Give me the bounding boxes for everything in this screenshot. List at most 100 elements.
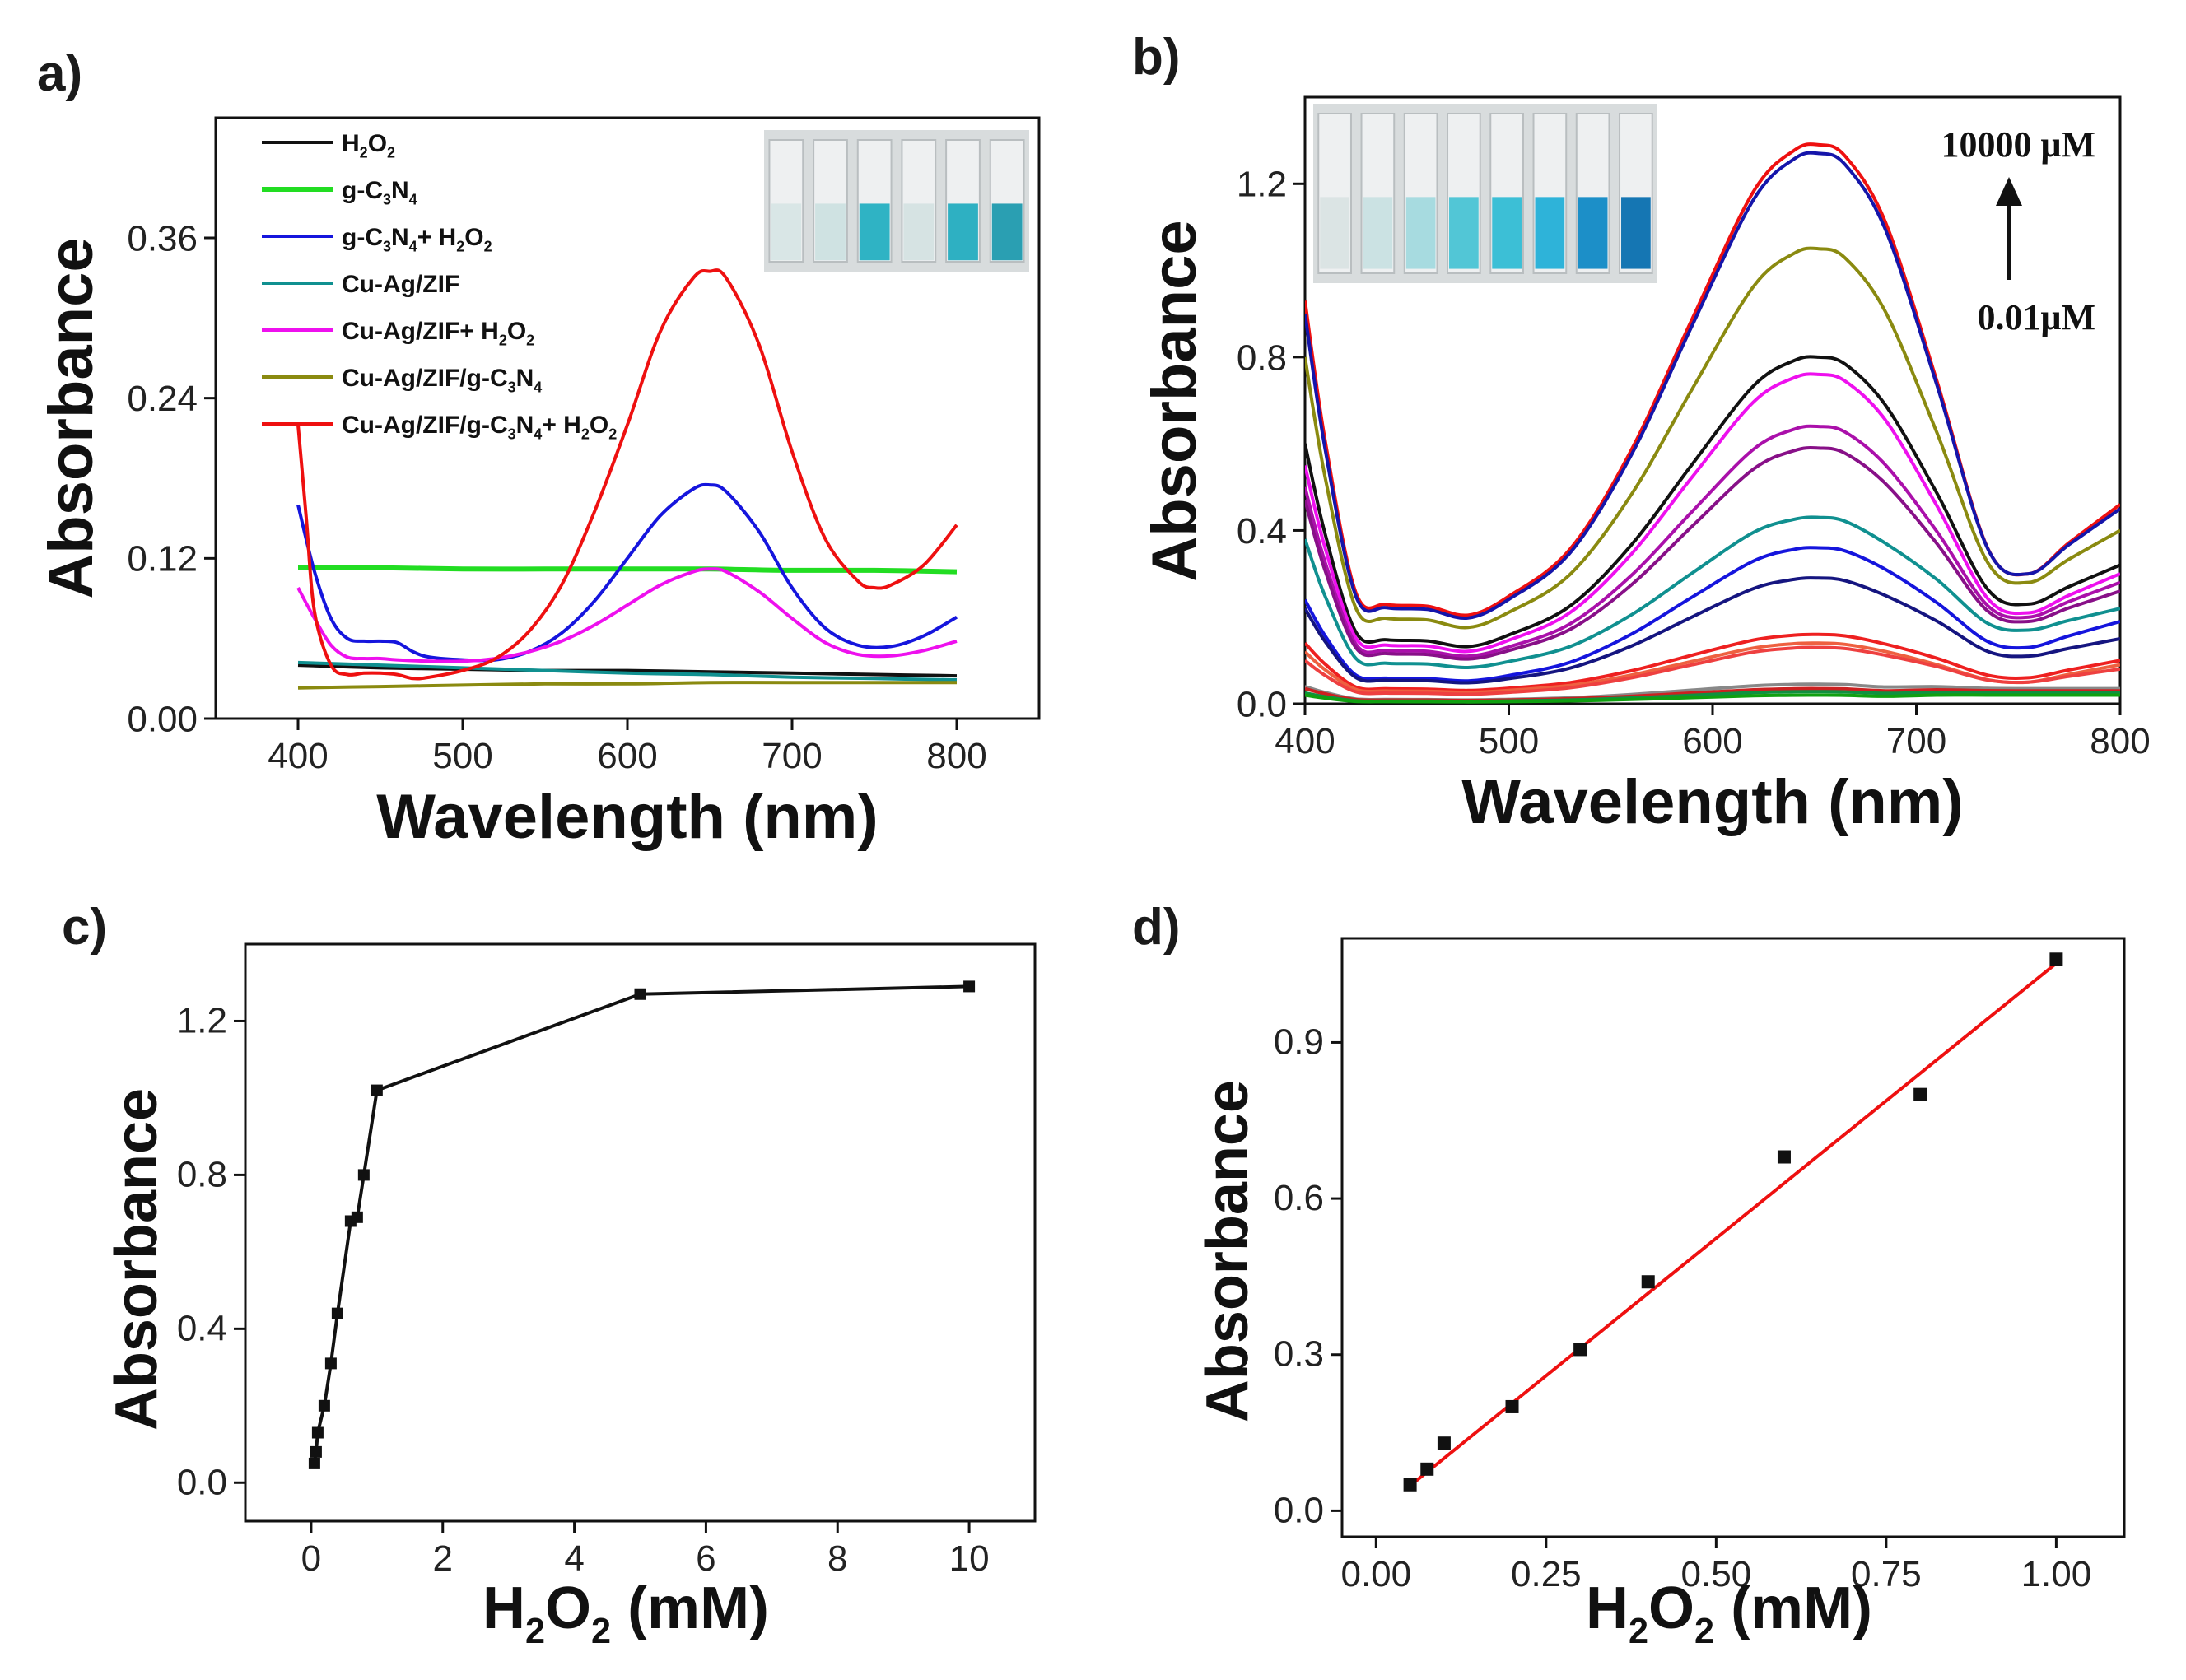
x-tick-label: 0.75 (1851, 1554, 1922, 1594)
series-line (1305, 446, 2120, 661)
data-point (1437, 1436, 1451, 1450)
subscript: 2 (484, 239, 492, 255)
x-tick-label: 400 (268, 736, 328, 776)
text-part: H (482, 1575, 525, 1641)
data-point (1641, 1275, 1655, 1289)
panel-label-b: b) (1132, 29, 1181, 86)
x-tick-label: 0.50 (1681, 1554, 1752, 1594)
text-part: H (342, 130, 360, 157)
text-part: Cu-Ag/ZIF (342, 271, 459, 298)
text-part: Cu-Ag/ZIF/g-C (342, 365, 508, 392)
series-line (297, 663, 958, 678)
cuvette-liquid (1535, 197, 1565, 269)
legend-label: Cu-Ag/ZIF+ H2O2 (342, 318, 534, 349)
annotation-top: 10000 μM (1941, 124, 2095, 165)
y-axis-label: Absorbance (1140, 220, 1210, 581)
subscript: 2 (581, 426, 590, 443)
subscript: 2 (1694, 1612, 1714, 1651)
subscript: 2 (499, 333, 507, 349)
x-tick-label: 400 (1275, 721, 1335, 761)
subscript: 2 (360, 145, 368, 161)
x-tick-label: 700 (762, 736, 822, 776)
y-axis-label: Absorbance (36, 237, 106, 598)
data-point (371, 1084, 383, 1096)
legend-label: Cu-Ag/ZIF/g-C3N4 (342, 365, 542, 396)
cuvette-liquid (1363, 197, 1393, 269)
subscript: 3 (383, 239, 391, 255)
cuvette-liquid (1449, 197, 1479, 269)
panel-label-c: c) (62, 899, 107, 956)
plot-frame (1340, 937, 2126, 1538)
y-tick-label: 0.12 (127, 539, 198, 579)
data-point (351, 1211, 363, 1223)
annotation-bottom: 0.01μM (1978, 297, 2095, 337)
series-line (297, 681, 957, 690)
legend-label: g-C3N4+ H2O2 (342, 224, 492, 255)
series-line (1305, 645, 2120, 696)
subscript: 2 (608, 426, 617, 443)
x-tick-label: 0.25 (1511, 1554, 1582, 1594)
legend-label: H2O2 (342, 130, 395, 161)
x-tick-label: 2 (433, 1538, 453, 1579)
cuvette-liquid (903, 203, 935, 261)
data-point (1420, 1462, 1434, 1476)
text-part: O (590, 412, 608, 439)
data-point (1403, 1478, 1417, 1492)
data-point (324, 1357, 337, 1370)
inset-cuvettes (1313, 104, 1657, 283)
text-part: N (516, 412, 534, 439)
text-part: O (464, 224, 483, 251)
y-tick-label: 1.2 (177, 1000, 227, 1040)
x-tick-label: 700 (1886, 721, 1946, 761)
subscript: 2 (591, 1612, 611, 1651)
y-tick-label: 0.0 (1274, 1490, 1324, 1530)
series-line (1305, 576, 2120, 685)
text-part: O (507, 318, 526, 345)
x-tick-label: 600 (597, 736, 657, 776)
x-tick-label: 4 (564, 1538, 584, 1579)
y-tick-label: 0.36 (127, 218, 198, 258)
x-tick-label: 500 (1479, 721, 1539, 761)
data-point (318, 1399, 330, 1412)
series-line (1305, 424, 2120, 659)
text-part: O (545, 1575, 591, 1641)
fit-line (1409, 961, 2058, 1487)
panel-b: b) 400 500 600 700 800 0.0 0.4 0.8 1.2 Wavelength … (1132, 29, 2151, 837)
text-part: g-C (342, 177, 383, 204)
y-tick-label: 0.6 (1274, 1178, 1324, 1218)
x-tick-label: 6 (696, 1538, 715, 1579)
text-part: Cu-Ag/ZIF/g-C (342, 412, 508, 439)
x-tick-label: 0 (301, 1538, 321, 1579)
text-part: Cu-Ag/ZIF+ H (342, 318, 499, 345)
series-line (296, 482, 958, 663)
series-line (1305, 372, 2120, 654)
y-tick-label: 0.8 (1237, 337, 1287, 378)
cuvette-liquid (1578, 197, 1608, 269)
subscript: 4 (409, 192, 417, 208)
text-part: N (391, 177, 409, 204)
data-point (2049, 952, 2063, 966)
inset-cuvettes (764, 130, 1029, 272)
subscript: 2 (1629, 1612, 1648, 1651)
subscript: 3 (508, 379, 516, 396)
subscript: 2 (387, 145, 395, 161)
subscript: 3 (383, 192, 391, 208)
y-tick-label: 0.00 (127, 699, 198, 739)
series-line (297, 565, 958, 575)
subscript: 2 (525, 1612, 545, 1651)
series-line (1305, 546, 2120, 683)
x-tick-label: 800 (926, 736, 986, 776)
series-line (1305, 693, 2120, 704)
cuvette-liquid (991, 203, 1023, 261)
y-tick-label: 0.24 (127, 379, 198, 419)
series-line (1305, 151, 2120, 621)
text-part: H (1586, 1575, 1629, 1641)
series-line (296, 268, 958, 681)
y-tick-label: 0.3 (1274, 1334, 1324, 1375)
cuvette-liquid (1405, 197, 1436, 269)
text-part: N (391, 224, 409, 251)
